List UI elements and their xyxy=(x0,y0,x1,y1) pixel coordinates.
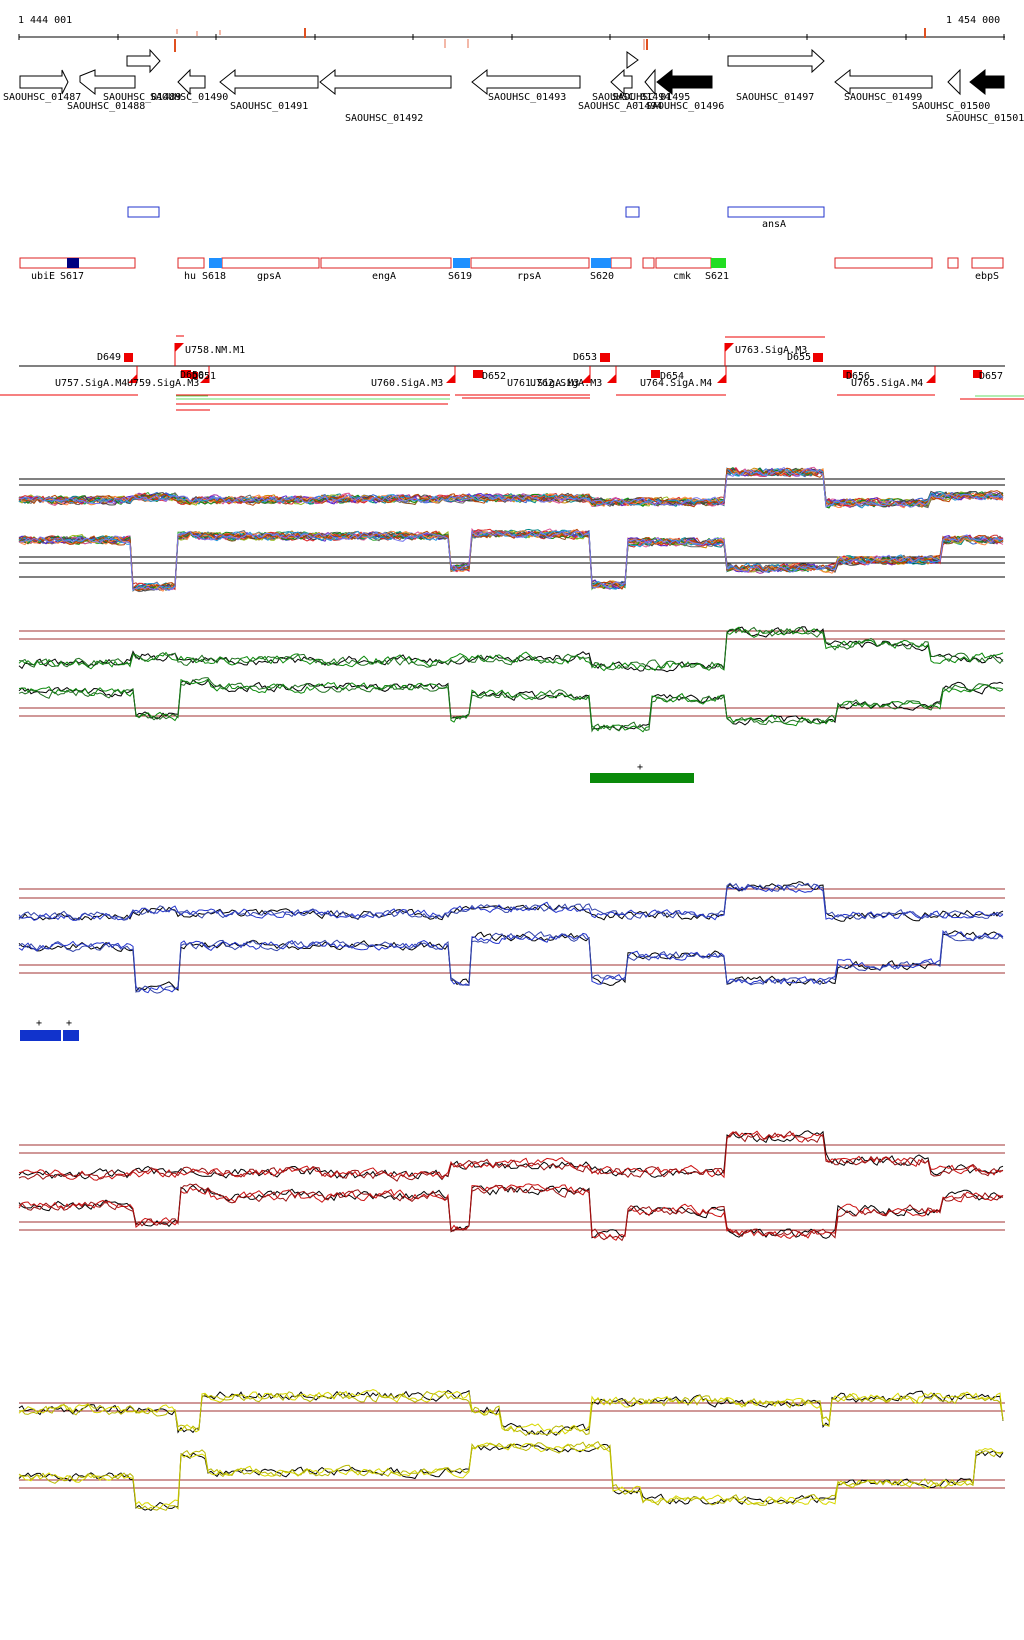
expression-profile-line xyxy=(18,930,1004,994)
start-coordinate: 1 444 001 xyxy=(18,15,72,26)
tu-label: D655 xyxy=(787,352,811,363)
tu-label: D656 xyxy=(846,371,870,382)
gene-track xyxy=(19,48,1005,96)
end-coordinate: 1 454 000 xyxy=(946,15,1000,26)
expression-profile-line xyxy=(18,530,1004,591)
gene-label: SAOUHSC_01501 xyxy=(946,113,1024,124)
operon-track: ubiE S617 hu S618 gpsA engA S619 rpsA S6… xyxy=(19,257,1004,282)
gene-label: SAOUHSC_01490 xyxy=(150,92,228,103)
coordinate-ruler: 1 444 001 1 454 000 xyxy=(18,15,1005,52)
operon-label: S617 xyxy=(60,271,84,282)
expression-profile-line xyxy=(18,678,1004,733)
gene-label: SAOUHSC_01492 xyxy=(345,113,423,124)
expression-profile-line xyxy=(18,1442,1004,1509)
tu-label: D652 xyxy=(482,371,506,382)
gene-label: SAOUHSC_01497 xyxy=(736,92,814,103)
red-expression-track xyxy=(18,1130,1005,1242)
operon-label: ebpS xyxy=(975,271,999,282)
operon-label: gpsA xyxy=(257,271,281,282)
operon-label: engA xyxy=(372,271,396,282)
expression-profile-line xyxy=(18,1390,1004,1437)
expression-profile-line xyxy=(18,467,1004,508)
blue-expression-track xyxy=(18,881,1005,994)
gene-label: SAOUHSC_01493 xyxy=(488,92,566,103)
gene-label: SAOUHSC_A01494 xyxy=(578,101,662,112)
expression-profile-line xyxy=(18,1130,1004,1181)
gene-label: SAOUHSC_01496 xyxy=(646,101,724,112)
tu-label: U761.SigA.M3 xyxy=(507,378,579,389)
gene-label: SAOUHSC_01487 xyxy=(3,92,81,103)
expression-profile-line xyxy=(18,929,1004,994)
operon-label: cmk xyxy=(673,271,691,282)
gene-label: SAOUHSC_01494 xyxy=(592,92,670,103)
expression-profile-line xyxy=(18,626,1004,671)
expression-profile-line xyxy=(18,626,1004,672)
expression-profile-line xyxy=(18,1130,1003,1182)
expression-profile-line xyxy=(18,626,1004,673)
tu-label: D657 xyxy=(979,371,1003,382)
tu-label: D654 xyxy=(660,371,684,382)
operon-label: S621 xyxy=(705,271,729,282)
blue-marker: + xyxy=(36,1018,42,1029)
blue-marker: + xyxy=(66,1018,72,1029)
tu-label: U758.NM.M1 xyxy=(185,345,245,356)
operon-label: rpsA xyxy=(517,271,541,282)
tu-label: U762.SigA.M3 xyxy=(530,378,602,389)
tu-label: D649 xyxy=(97,352,121,363)
tu-label: U763.SigA.M3 xyxy=(735,345,807,356)
expression-profile-line xyxy=(18,1183,1004,1241)
tu-label: U760.SigA.M3 xyxy=(371,378,443,389)
gene-label: SAOUHSC_01500 xyxy=(912,101,990,112)
expression-profile-line xyxy=(18,530,1004,592)
expression-profile-line xyxy=(18,1443,1004,1511)
gene-label: SAOUHSC_01495 xyxy=(612,92,690,103)
expression-profile-line xyxy=(18,466,1004,508)
tu-label: U757.SigA.M4 xyxy=(55,378,127,389)
gene-label: SAOUHSC_01491 xyxy=(230,101,308,112)
operon-label: S618 xyxy=(202,271,226,282)
gene-label: SAOUHSC_01489 xyxy=(103,92,181,103)
gene-labels: SAOUHSC_01487 SAOUHSC_01488 SAOUHSC_0148… xyxy=(3,92,1024,124)
multi-condition-expression-track xyxy=(18,466,1005,593)
green-significance-bar: + xyxy=(590,762,694,783)
expression-profile-line xyxy=(18,1389,1004,1436)
green-marker: + xyxy=(637,762,643,773)
expression-profile-line xyxy=(18,528,1004,592)
tu-label: D650 xyxy=(180,370,204,381)
blue-significance-bars: + + xyxy=(20,1018,79,1041)
tu-label: U764.SigA.M4 xyxy=(640,378,712,389)
yellow-expression-track xyxy=(18,1389,1005,1511)
operon-label: S619 xyxy=(448,271,472,282)
tu-label: U759.SigA.M3 xyxy=(127,378,199,389)
operon-label: ubiE xyxy=(31,271,55,282)
expression-profile-line xyxy=(18,1441,1004,1511)
gene-label: SAOUHSC_01488 xyxy=(67,101,145,112)
expression-profile-line xyxy=(18,1183,1004,1242)
expression-profile-line xyxy=(18,883,1004,921)
tu-track: D649 U757.SigA.M4 U758.NM.M1 U759.SigA.M… xyxy=(0,335,1024,411)
green-expression-track xyxy=(18,626,1005,733)
expression-profile-line xyxy=(18,1389,1004,1435)
blue-feature-track xyxy=(127,206,825,218)
feature-label-ansA: ansA xyxy=(762,219,786,230)
expression-profile-line xyxy=(18,529,1004,593)
expression-profile-line xyxy=(18,881,1004,922)
tu-label: D653 xyxy=(573,352,597,363)
expression-profile-line xyxy=(18,882,1004,921)
operon-label: S620 xyxy=(590,271,614,282)
expression-profile-line xyxy=(18,677,1004,733)
gene-label: SAOUHSC_01499 xyxy=(844,92,922,103)
tu-label: D651 xyxy=(192,371,216,382)
tu-label: U765.SigA.M4 xyxy=(851,378,923,389)
operon-label: hu xyxy=(184,271,196,282)
expression-profile-line xyxy=(18,930,1004,993)
